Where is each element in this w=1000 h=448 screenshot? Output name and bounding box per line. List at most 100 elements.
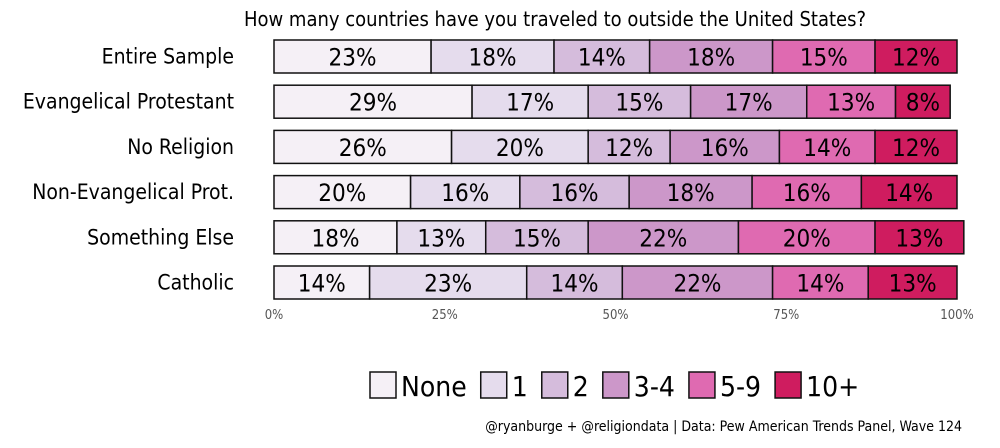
legend-label: 2: [573, 370, 589, 403]
category-label: Entire Sample: [102, 45, 234, 69]
category-label: Non-Evangelical Prot.: [32, 180, 234, 204]
bar-value-label: 14%: [551, 270, 599, 298]
legend-item: 1: [479, 370, 528, 403]
bar-segment: [860, 174, 958, 210]
legend-swatch: [369, 371, 397, 399]
bar-value-label: 14%: [885, 179, 933, 207]
bar-segment: [587, 84, 692, 119]
bar-value-label: 13%: [417, 224, 465, 252]
bar-segment: [273, 174, 412, 210]
category-label: Evangelical Protestant: [23, 90, 234, 114]
x-tick-label: 75%: [773, 308, 799, 323]
bar-segment: [273, 220, 398, 255]
bar-value-label: 18%: [687, 44, 735, 72]
bar-segment: [273, 129, 453, 165]
bar-segment: [553, 39, 651, 74]
bar-value-label: 15%: [800, 44, 848, 72]
source-caption: @ryanburge + @religiondata | Data: Pew A…: [485, 419, 962, 435]
bar-value-label: 13%: [827, 89, 875, 117]
bar-segment: [867, 265, 958, 300]
bar-segment: [621, 265, 774, 300]
bar-value-label: 26%: [339, 134, 387, 162]
bar-value-label: 16%: [441, 179, 489, 207]
bar-row: 29% 17% 15% 17% 13% 8%: [273, 84, 951, 119]
legend-item: 2: [541, 370, 589, 403]
bar-segment: [409, 174, 521, 210]
bar-value-label: 14%: [803, 134, 851, 162]
legend-label: 3-4: [634, 370, 675, 403]
bar-value-label: 14%: [298, 270, 346, 298]
bar-value-label: 17%: [725, 89, 773, 117]
bar-value-label: 18%: [667, 179, 715, 207]
legend-item: None: [369, 370, 467, 403]
legend-label: None: [401, 370, 467, 403]
bar-value-label: 15%: [513, 224, 561, 252]
bars: 23% 18% 14% 18% 15% 12% 29% 17% 15% 17% 13% 8% 26% 20…: [273, 39, 965, 300]
bar-segment: [874, 129, 958, 165]
x-tick-label: 25%: [432, 308, 458, 323]
legend-item: 10+: [774, 370, 859, 403]
bar-value-label: 12%: [892, 134, 940, 162]
bar-value-label: 22%: [639, 224, 687, 252]
bar-value-label: 12%: [892, 44, 940, 72]
legend-swatch: [541, 371, 569, 399]
bar-row: 26% 20% 12% 16% 14% 12%: [273, 129, 958, 165]
bar-segment: [894, 84, 951, 119]
bar-value-label: 23%: [424, 270, 472, 298]
bar-row: 20% 16% 16% 18% 16% 14%: [273, 174, 958, 210]
bar-row: 23% 18% 14% 18% 15% 12%: [273, 39, 958, 74]
bar-segment: [273, 265, 371, 300]
x-tick-label: 50%: [603, 308, 629, 323]
bar-segment: [628, 174, 753, 210]
bar-value-label: 16%: [551, 179, 599, 207]
legend-label: 10+: [806, 370, 859, 403]
bar-row: 18% 13% 15% 22% 20% 13%: [273, 220, 965, 255]
bar-value-label: 8%: [906, 89, 940, 117]
bar-value-label: 15%: [615, 89, 663, 117]
bar-segment: [484, 220, 589, 255]
bar-value-label: 14%: [578, 44, 626, 72]
x-tick-label: 100%: [940, 308, 973, 323]
category-label: Something Else: [87, 225, 234, 249]
bar-segment: [430, 39, 555, 74]
bar-segment: [751, 174, 863, 210]
bar-segment: [519, 174, 630, 210]
bar-value-label: 20%: [783, 224, 831, 252]
legend-label: 5-9: [720, 370, 761, 403]
legend-swatch: [479, 371, 508, 399]
bar-value-label: 18%: [469, 44, 517, 72]
legend-item: 5-9: [688, 370, 761, 403]
bar-value-label: 29%: [349, 89, 397, 117]
bar-value-label: 18%: [311, 224, 359, 252]
bar-row: 14% 23% 14% 22% 14% 13%: [273, 265, 958, 300]
bar-segment: [689, 84, 808, 119]
legend: None 1 2 3-4 5-9 10+: [369, 370, 859, 403]
bar-value-label: 12%: [605, 134, 653, 162]
chart-title: How many countries have you traveled to …: [244, 7, 866, 31]
bar-value-label: 23%: [329, 44, 377, 72]
bar-segment: [273, 84, 473, 119]
legend-label: 1: [512, 370, 528, 403]
bar-value-label: 16%: [783, 179, 831, 207]
bar-value-label: 17%: [506, 89, 554, 117]
legend-swatch: [602, 371, 630, 399]
bar-segment: [778, 129, 876, 165]
bar-segment: [273, 39, 432, 74]
bar-value-label: 16%: [701, 134, 749, 162]
bar-segment: [737, 220, 876, 255]
bar-value-label: 13%: [889, 270, 937, 298]
bar-segment: [587, 220, 740, 255]
legend-swatch: [688, 371, 716, 399]
bar-segment: [669, 129, 781, 165]
bar-segment: [771, 265, 869, 300]
category-label: No Religion: [127, 135, 234, 159]
category-labels: Entire Sample Evangelical Protestant No Re…: [23, 45, 234, 295]
bar-segment: [874, 220, 965, 255]
bar-value-label: 20%: [318, 179, 366, 207]
bar-value-label: 22%: [673, 270, 721, 298]
x-tick-label: 0%: [265, 308, 284, 323]
legend-swatch: [774, 371, 802, 399]
legend-item: 3-4: [602, 370, 675, 403]
